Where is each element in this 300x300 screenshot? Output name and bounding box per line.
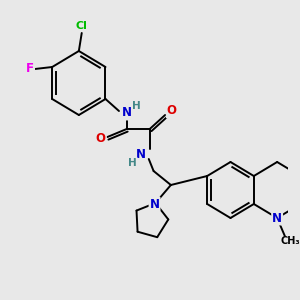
Text: Cl: Cl — [76, 21, 88, 31]
Text: N: N — [149, 197, 160, 211]
Text: H: H — [132, 101, 141, 111]
Text: O: O — [96, 133, 106, 146]
Text: H: H — [128, 158, 137, 168]
Text: CH₃: CH₃ — [281, 236, 300, 246]
Text: N: N — [122, 106, 132, 119]
Text: N: N — [136, 148, 146, 161]
Text: O: O — [167, 104, 177, 118]
Text: N: N — [272, 212, 282, 224]
Text: F: F — [26, 62, 34, 76]
